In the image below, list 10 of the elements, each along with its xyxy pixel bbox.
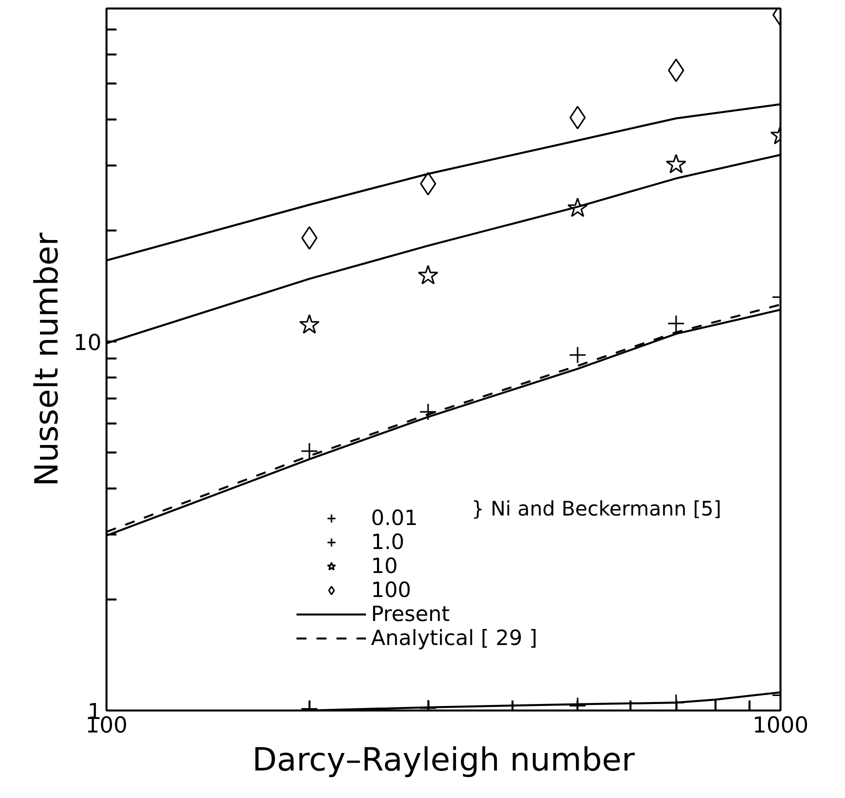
legend-label: 0.01 <box>371 506 418 530</box>
legend-label: 10 <box>371 554 398 578</box>
legend-label: 100 <box>371 578 412 602</box>
legend-label: Analytical [ 29 ] <box>371 626 538 650</box>
annotation: } Ni and Beckermann [5] <box>472 496 722 520</box>
y-axis-title: Nusselt number <box>28 232 66 486</box>
x-tick-label: 1000 <box>752 714 809 738</box>
x-axis-title: Darcy–Rayleigh number <box>252 740 636 778</box>
legend-label: 1.0 <box>371 530 404 554</box>
legend-label: Present <box>371 602 450 626</box>
